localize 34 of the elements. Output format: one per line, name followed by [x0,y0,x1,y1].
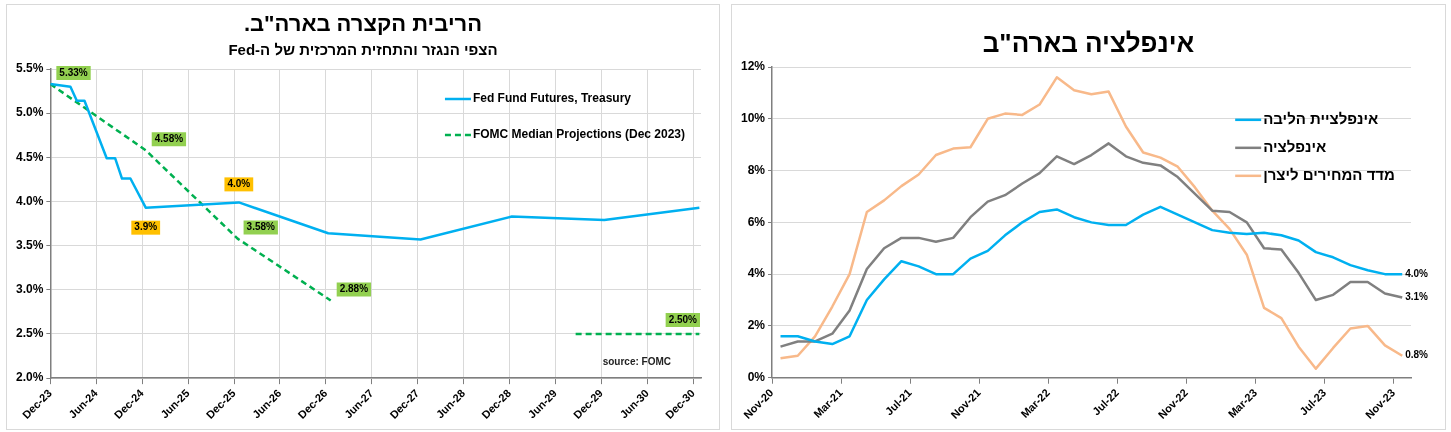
y-tick-label: 8% [747,162,766,177]
data-label: 4.0% [1405,267,1429,279]
data-label: 3.1% [1405,291,1429,303]
y-tick-label: 5.0% [15,105,44,120]
legend-label: Fed Fund Futures, Treasury [472,91,632,106]
data-label: 4.0% [227,178,251,190]
y-tick-label: 12% [740,59,766,74]
data-label: 3.9% [134,221,158,233]
y-tick-label: 3.5% [15,237,44,252]
y-tick-label: 2.5% [15,326,44,341]
y-tick-label: 6% [747,214,766,229]
data-label: 3.58% [246,221,276,233]
data-label: 0.8% [1405,349,1429,361]
data-label: 5.33% [59,66,88,78]
y-tick-label: 0% [747,370,766,385]
y-tick-label: 10% [740,111,766,126]
data-label: 2.88% [339,283,369,295]
chart-subtitle: הצפי הנגזר והתחזית המרכזית של ה-Fed [228,41,498,59]
annotation: source: FOMC [602,355,671,367]
y-tick-label: 2% [747,318,766,333]
chart-title: הריבית הקצרה בארה"ב. [243,11,483,37]
y-tick-label: 4% [747,266,766,281]
y-tick-label: 4.0% [15,193,44,208]
y-tick-label: 5.5% [15,61,44,76]
y-tick-label: 4.5% [15,149,44,164]
legend-label: אינפלציה [1263,137,1327,155]
y-tick-label: 3.0% [15,282,44,297]
data-label: 4.58% [154,133,184,145]
legend-label: אינפלציית הליבה [1263,109,1379,127]
data-label: 2.50% [668,313,698,325]
chart-title: אינפלציה בארה"ב [982,28,1195,59]
y-tick-label: 2.0% [15,370,44,385]
legend-label: FOMC Median Projections (Dec 2023) [472,127,686,142]
legend-label: מדד המחירים ליצרן [1263,165,1395,183]
